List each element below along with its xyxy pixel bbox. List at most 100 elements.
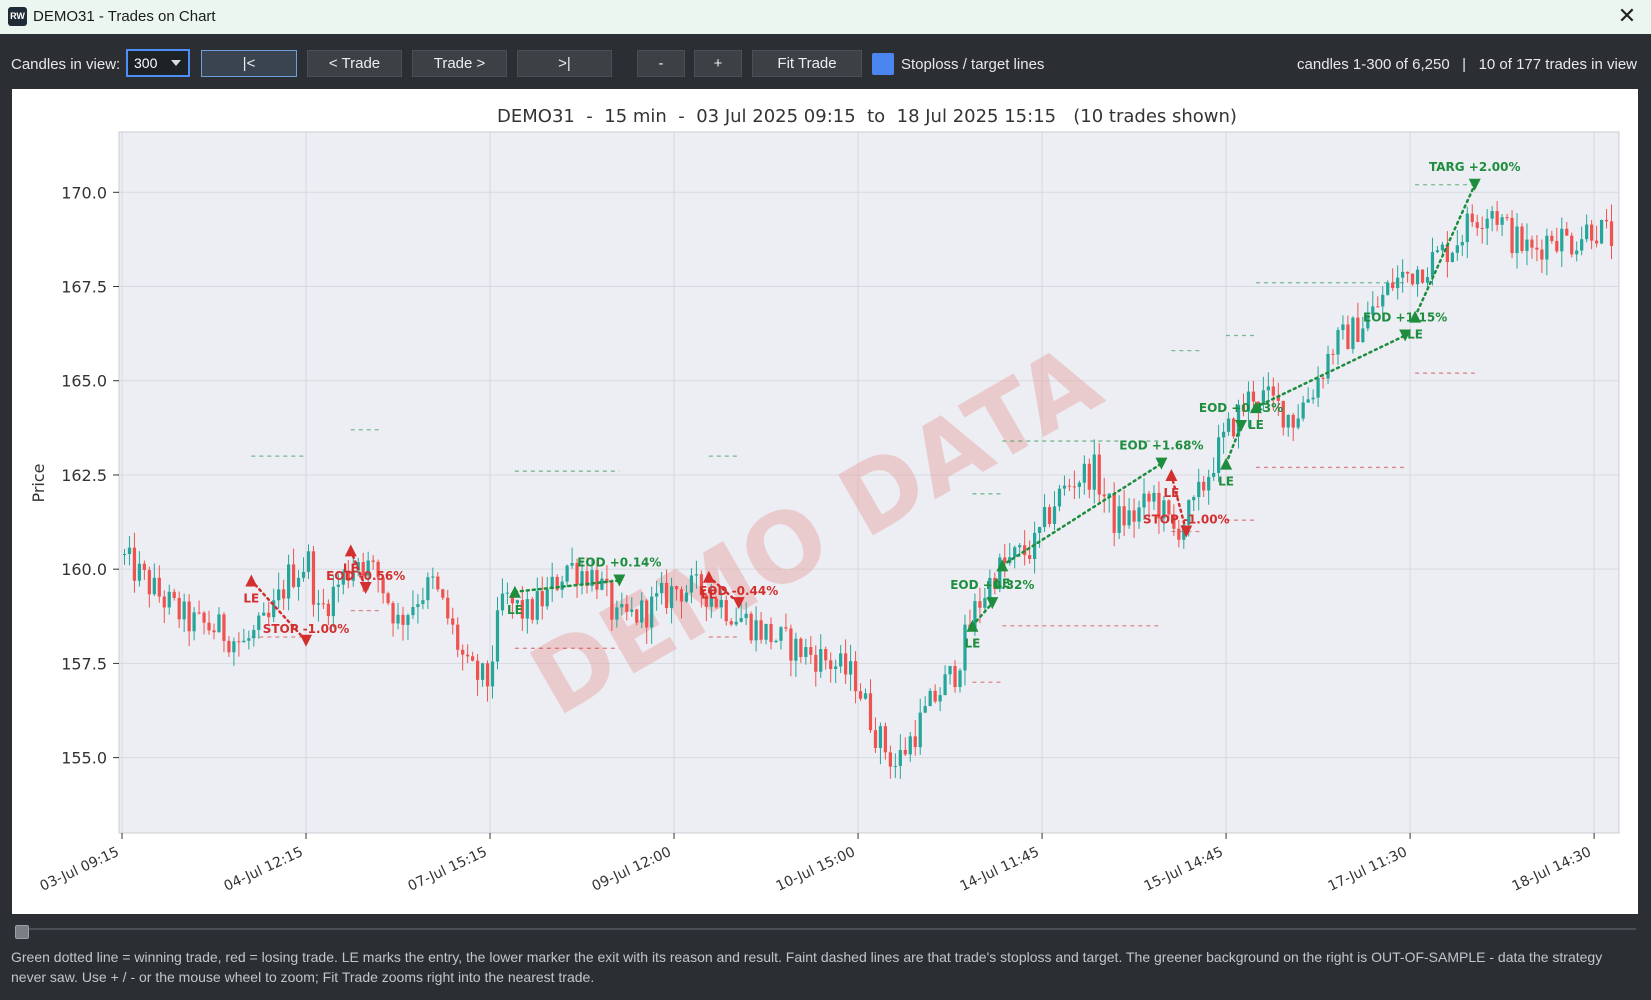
trade-result-label: TARG +2.00% <box>1429 160 1521 174</box>
candle-body <box>659 582 664 594</box>
candle-body <box>1117 506 1121 533</box>
candle-body <box>1256 401 1261 405</box>
candle-body <box>1251 391 1256 402</box>
candles-in-view-select[interactable]: 300 <box>126 49 190 77</box>
candle-body <box>993 577 997 590</box>
y-tick-label: 160.0 <box>61 560 107 579</box>
candle-body <box>1127 510 1131 526</box>
exit-marker <box>1399 329 1412 342</box>
candle-body <box>237 641 241 643</box>
candle-body <box>456 624 460 650</box>
candle-body <box>1401 271 1405 278</box>
candle-body <box>580 571 584 585</box>
candle-body <box>1450 252 1454 263</box>
candle-body <box>1137 507 1141 522</box>
candle-body <box>545 588 549 607</box>
candle-body <box>640 600 644 623</box>
candle-body <box>336 584 340 587</box>
candle-body <box>913 736 917 748</box>
exit-marker <box>300 634 313 647</box>
candle-body <box>1465 213 1469 243</box>
candle-body <box>679 589 684 602</box>
candle-body <box>495 610 500 662</box>
candle-body <box>227 640 231 653</box>
candle-body <box>814 654 818 672</box>
candle-body <box>1092 454 1096 490</box>
scroll-thumb[interactable] <box>15 925 29 939</box>
entry-label: LE <box>994 576 1010 590</box>
fit-trade-button[interactable]: Fit Trade <box>752 50 862 77</box>
zoom-out-button[interactable]: - <box>637 50 685 77</box>
candle-body <box>1495 211 1499 225</box>
candle-body <box>684 592 689 602</box>
chart-panel[interactable]: DEMO DATA LE STOP -1.00% LE EOD -0.56% LE EOD… <box>12 89 1638 914</box>
candle-body <box>1520 226 1524 251</box>
candle-body <box>625 604 629 612</box>
candle-body <box>1062 485 1067 489</box>
prev-trade-button[interactable]: < Trade <box>307 50 402 77</box>
close-icon[interactable]: ✕ <box>1617 3 1637 28</box>
candle-body <box>147 570 151 595</box>
candle-body <box>1207 476 1211 491</box>
candle-body <box>127 547 132 555</box>
candle-body <box>520 600 524 619</box>
candle-body <box>943 674 947 696</box>
candles <box>122 201 1614 779</box>
candle-body <box>1391 282 1395 289</box>
trade-result-label: STOP -1.00% <box>1143 512 1230 526</box>
candle-body <box>704 595 708 607</box>
candle-body <box>948 665 952 675</box>
scroll-track[interactable] <box>16 928 1636 930</box>
trade-path-line <box>349 549 367 590</box>
exit-marker <box>732 597 745 610</box>
first-button[interactable]: |< <box>201 50 297 77</box>
candle-body <box>232 641 236 653</box>
candle-body <box>958 670 962 688</box>
candle-body <box>1361 328 1365 343</box>
candle-body <box>1326 353 1330 379</box>
next-trade-button[interactable]: Trade > <box>412 50 507 77</box>
entry-marker <box>508 585 521 598</box>
entry-label: LE <box>1163 486 1179 500</box>
y-tick-label: 162.5 <box>61 466 107 485</box>
candle-body <box>1072 486 1077 488</box>
candle-body <box>809 647 813 655</box>
last-button[interactable]: >| <box>517 50 612 77</box>
candle-body <box>759 620 763 640</box>
candle-body <box>799 638 803 657</box>
trade-result-label: STOP -1.00% <box>263 622 350 636</box>
candle-body <box>664 582 669 608</box>
candle-body <box>834 666 838 670</box>
stoploss-target-checkbox[interactable] <box>872 53 894 75</box>
x-tick-label: 09-Jul 12:00 <box>590 844 674 895</box>
candle-body <box>291 564 296 587</box>
candle-body <box>1550 235 1554 242</box>
candle-body <box>485 663 490 687</box>
candle-body <box>436 576 440 590</box>
candle-body <box>963 624 967 671</box>
chart-title: DEMO31 - 15 min - 03 Jul 2025 09:15 to 1… <box>497 106 1237 127</box>
candle-body <box>1376 306 1380 308</box>
candle-body <box>1311 397 1315 400</box>
candle-body <box>1082 463 1086 483</box>
candle-body <box>371 560 375 562</box>
candle-body <box>441 589 445 598</box>
candle-body <box>804 647 808 657</box>
candle-body <box>764 623 768 640</box>
candle-body <box>1296 418 1300 428</box>
help-text: Green dotted line = winning trade, red =… <box>11 949 1603 985</box>
zoom-in-button[interactable]: + <box>694 50 742 77</box>
candle-body <box>1147 493 1151 502</box>
candle-body <box>162 596 166 608</box>
candle-body <box>1316 377 1320 398</box>
candle-body <box>635 609 639 623</box>
trade-path-line <box>971 601 994 627</box>
candle-body <box>1341 324 1345 331</box>
candle-body <box>177 597 181 620</box>
candle-body <box>923 706 927 713</box>
entry-marker <box>1220 457 1233 470</box>
candle-body <box>888 752 892 767</box>
candle-body <box>277 589 281 601</box>
candle-body <box>1505 217 1509 219</box>
